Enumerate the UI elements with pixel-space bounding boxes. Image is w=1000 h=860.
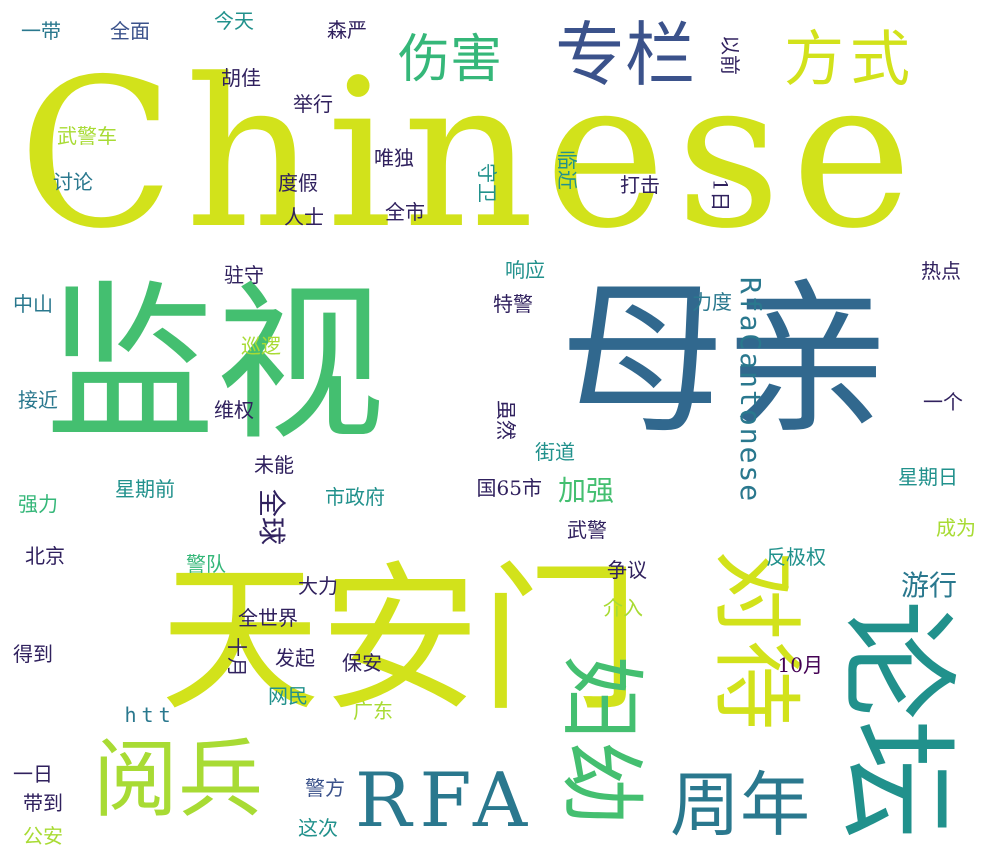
word-jiaqiang: 加强 [558,474,615,507]
word-guo65shi: 国65市 [476,476,542,500]
word-yuebing: 阅兵 [93,730,264,830]
word-zhounian: 周年 [670,764,810,846]
word-suiran: 虽然 [494,400,518,440]
word-zheci: 这次 [298,816,338,840]
word-fanjiquan: 反极权 [766,545,826,569]
word-youxing: 游行 [901,569,958,602]
word-weidu: 唯独 [374,146,414,170]
word-juxing: 举行 [293,92,333,116]
word-htt: htt [124,703,176,727]
word-jiejin: 接近 [18,388,58,412]
word-shiyue: 十月 [225,637,249,677]
word-qiangli: 强力 [18,492,58,516]
word-hujia: 胡佳 [221,66,261,90]
word-10yue: 10月 [777,653,823,677]
word-yiqian: 以前 [718,35,742,75]
word-wujing: 武警 [567,518,607,542]
word-renshi: 人士 [284,205,324,229]
word-duidai: 对待 [703,550,808,730]
word-jiedao: 街道 [535,440,575,464]
word-dujia: 度假 [278,171,318,195]
word-xingqiri: 星期日 [898,465,958,489]
word-shouwei: 守卫 [475,163,499,203]
word-xingqiqian: 星期前 [115,477,175,501]
word-linjin: 临近 [555,150,579,190]
word-xunluo: 巡逻 [241,334,281,358]
word-senyan: 森严 [327,18,367,42]
word-jintian: 今天 [214,9,254,33]
word-gongan: 公安 [23,824,63,848]
word-rfa: RFA [355,755,536,844]
word-chinese: Chinese [18,35,923,274]
word-zhengyi: 争议 [607,558,647,582]
word-chengwei: 成为 [936,516,976,540]
word-weineng: 未能 [254,453,294,477]
word-jianshi: 监视 [45,266,386,464]
word-quanshijie: 全世界 [238,606,298,630]
word-dedao: 得到 [13,642,53,666]
word-lidu: 力度 [692,290,732,314]
word-yidai: 一带 [21,19,61,43]
word-guangdong: 广东 [353,699,393,723]
word-xiangying: 响应 [505,258,545,282]
word-redian: 热点 [921,259,961,283]
word-shanghai: 伤害 [398,30,503,90]
word-tiananmen: 天安门 [160,546,641,733]
word-jingdui: 警队 [186,552,226,576]
word-fangshi: 方式 [784,25,916,95]
word-fuyou: 妇幼 [550,654,650,826]
word-daidao: 带到 [23,791,63,815]
word-quanshi: 全市 [385,200,425,224]
word-zhushou: 驻守 [224,263,264,287]
word-faqi: 发起 [275,646,315,670]
word-yige: 一个 [923,390,963,414]
word-quanmian: 全面 [110,19,150,43]
word-rfacantonese: RfaCantonese [734,276,768,504]
word-zhuanlan: 专栏 [555,14,695,96]
word-beijing: 北京 [25,544,65,568]
word-tejing: 特警 [493,292,533,316]
word-weiquan: 维权 [214,398,254,422]
word-shizhengfu: 市政府 [325,485,385,509]
word-1ri: 1日 [707,178,732,212]
word-jingfang: 警方 [305,776,345,800]
word-muqin: 母亲 [560,263,890,456]
word-luntan: 论坛 [826,600,965,840]
word-wangmin: 网民 [268,684,308,708]
word-taolun: 讨论 [53,170,93,194]
word-daji: 打击 [620,173,660,197]
word-jieru: 介入 [603,596,643,620]
word-quanqiu: 全球 [255,488,289,546]
word-wujingche: 武警车 [57,124,117,148]
word-baoan: 保安 [342,651,382,675]
word-zhongshan: 中山 [13,292,53,316]
word-dali: 大力 [298,574,338,598]
word-yiri: 一日 [13,762,53,786]
